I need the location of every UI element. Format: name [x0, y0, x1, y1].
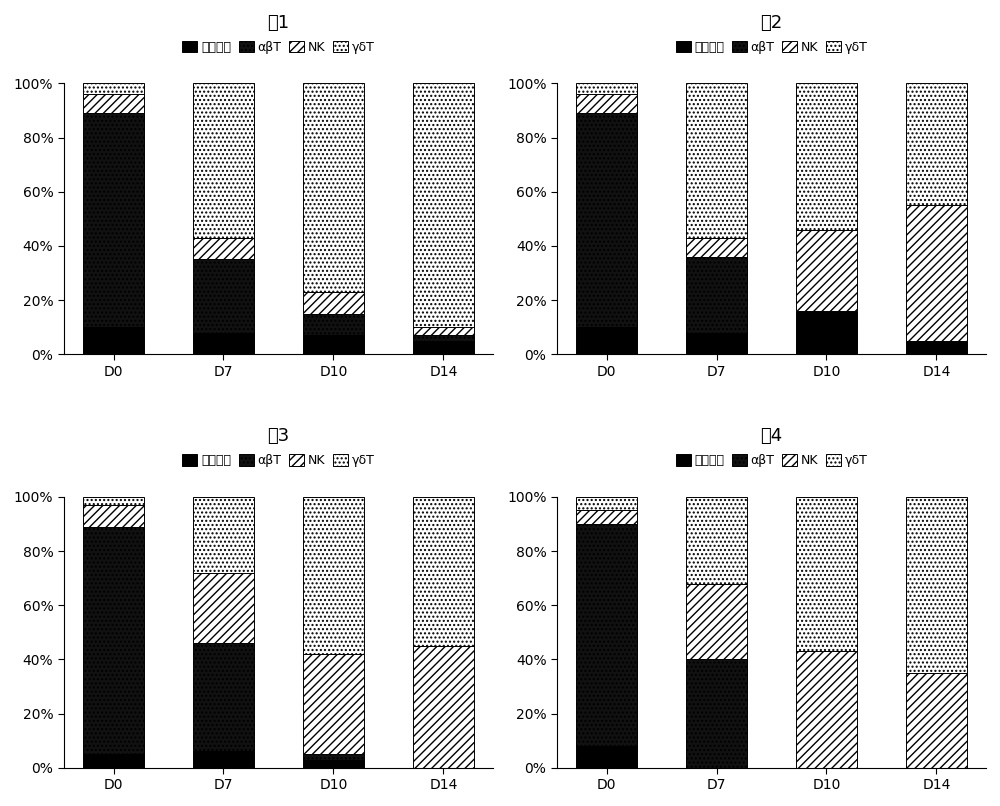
Bar — [303, 292, 364, 314]
Bar — [413, 646, 474, 767]
Bar — [83, 84, 144, 94]
Bar — [906, 673, 967, 767]
Bar — [576, 510, 637, 524]
Bar — [686, 238, 747, 257]
Bar — [576, 94, 637, 113]
Bar — [83, 94, 144, 113]
Bar — [303, 496, 364, 654]
Bar — [303, 654, 364, 754]
Bar — [83, 526, 144, 754]
Bar — [303, 759, 364, 767]
Bar — [193, 751, 254, 767]
Bar — [686, 496, 747, 584]
Bar — [193, 84, 254, 238]
Bar — [83, 754, 144, 767]
Bar — [906, 84, 967, 206]
Bar — [796, 311, 857, 355]
Bar — [83, 113, 144, 327]
Bar — [303, 335, 364, 355]
Bar — [303, 314, 364, 335]
Bar — [413, 341, 474, 355]
Title: 的1: 的1 — [267, 14, 289, 32]
Bar — [576, 84, 637, 94]
Legend: 其他细胞, αβT, NK, γδT: 其他细胞, αβT, NK, γδT — [182, 455, 374, 467]
Bar — [193, 496, 254, 573]
Bar — [303, 84, 364, 292]
Bar — [193, 260, 254, 333]
Bar — [576, 327, 637, 355]
Bar — [906, 341, 967, 355]
Bar — [83, 496, 144, 505]
Bar — [576, 746, 637, 767]
Legend: 其他细胞, αβT, NK, γδT: 其他细胞, αβT, NK, γδT — [676, 455, 867, 467]
Legend: 其他细胞, αβT, NK, γδT: 其他细胞, αβT, NK, γδT — [676, 41, 867, 54]
Bar — [686, 333, 747, 355]
Bar — [796, 651, 857, 767]
Bar — [193, 238, 254, 260]
Bar — [906, 496, 967, 673]
Bar — [906, 206, 967, 341]
Legend: 其他细胞, αβT, NK, γδT: 其他细胞, αβT, NK, γδT — [182, 41, 374, 54]
Bar — [576, 113, 637, 327]
Bar — [413, 335, 474, 341]
Title: 的2: 的2 — [760, 14, 783, 32]
Bar — [686, 257, 747, 333]
Bar — [413, 84, 474, 327]
Bar — [413, 496, 474, 646]
Bar — [686, 84, 747, 238]
Bar — [686, 584, 747, 659]
Bar — [576, 496, 637, 510]
Bar — [193, 573, 254, 643]
Bar — [83, 327, 144, 355]
Bar — [83, 505, 144, 526]
Bar — [686, 659, 747, 767]
Bar — [796, 230, 857, 311]
Bar — [576, 524, 637, 746]
Bar — [413, 327, 474, 335]
Bar — [193, 333, 254, 355]
Title: 的4: 的4 — [760, 427, 783, 445]
Bar — [796, 84, 857, 230]
Bar — [193, 643, 254, 751]
Bar — [796, 496, 857, 651]
Bar — [303, 754, 364, 759]
Title: 的3: 的3 — [267, 427, 290, 445]
